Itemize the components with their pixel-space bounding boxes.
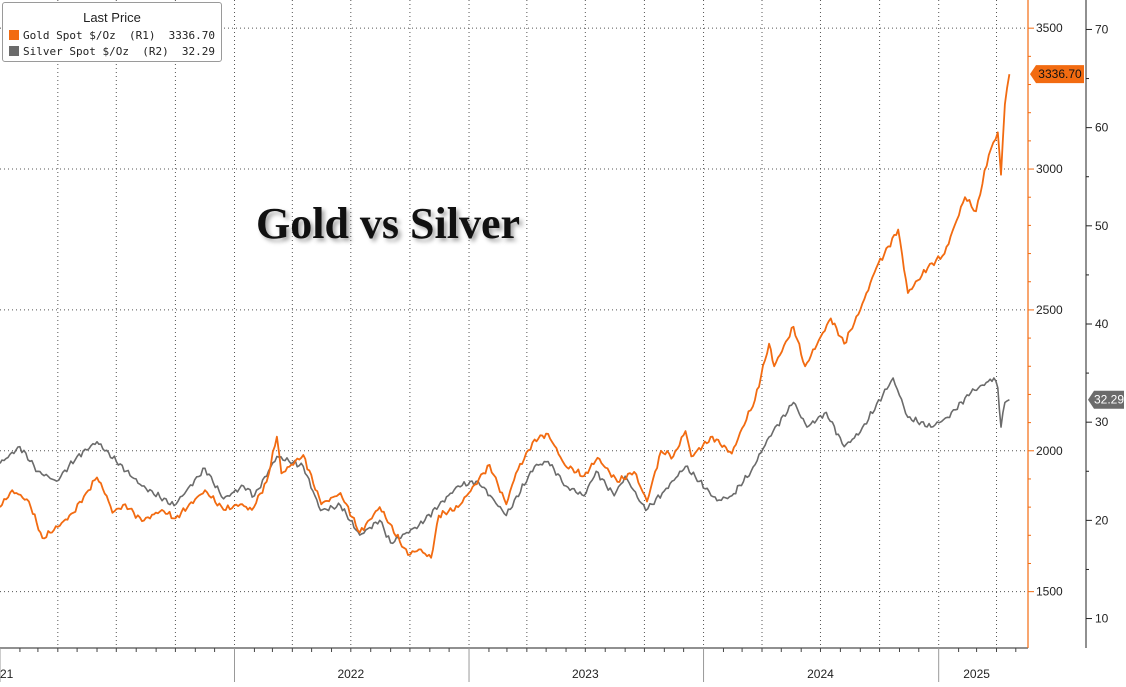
gold-axis-tick-label: 2500 xyxy=(1036,303,1063,317)
silver-axis-tick-label: 10 xyxy=(1095,612,1109,626)
x-tick-label: 2024 xyxy=(807,667,834,681)
gold-tag-label: 3336.70 xyxy=(1038,67,1082,81)
gold-axis-tick-label: 1500 xyxy=(1036,585,1063,599)
legend-item-silver: Silver Spot $/Oz (R2) 32.29 xyxy=(9,43,215,59)
gold-tag-shape xyxy=(1030,65,1084,84)
silver-axis: 10 20 30 40 50 60 70 xyxy=(1085,0,1109,648)
x-axis: 2021 2022 2023 2024 2025 xyxy=(0,647,1028,682)
silver-axis-tick-label: 50 xyxy=(1095,219,1109,233)
legend-header: Last Price xyxy=(83,10,141,25)
gold-axis-tick-label: 3500 xyxy=(1036,21,1063,35)
silver-tag-label: 32.29 xyxy=(1094,393,1124,407)
chart-title: Gold vs Silver xyxy=(256,199,521,248)
legend-value-gold: 3336.70 xyxy=(168,28,215,42)
silver-axis-tick-label: 20 xyxy=(1095,513,1109,527)
silver-axis-tick-label: 40 xyxy=(1095,317,1109,331)
x-tick-label: 2025 xyxy=(963,667,990,681)
x-tick-label: 2021 xyxy=(0,667,14,681)
silver-axis-tick-label: 70 xyxy=(1095,22,1109,36)
silver-axis-tick-label: 60 xyxy=(1095,121,1109,135)
legend-label-gold: Gold Spot $/Oz (R1) xyxy=(23,28,156,42)
silver-last-price-tag: 32.29 xyxy=(1088,390,1124,409)
silver-tag-shape xyxy=(1088,390,1124,409)
last-price-tags: 3336.70 32.29 xyxy=(1030,65,1124,409)
x-tick-label: 2023 xyxy=(572,667,599,681)
grid-layer xyxy=(0,0,1028,648)
gold-last-price-tag: 3336.70 xyxy=(1030,65,1084,84)
legend-swatch-gold xyxy=(9,30,19,40)
gold-axis-tick-label: 2000 xyxy=(1036,444,1063,458)
legend-value-silver: 32.29 xyxy=(181,44,215,58)
legend-swatch-silver xyxy=(9,46,19,56)
gold-axis: 1500 2000 2500 3000 3500 xyxy=(1027,0,1063,648)
legend: Last Price Gold Spot $/Oz (R1) 3336.70 S… xyxy=(2,2,222,62)
legend-item-gold: Gold Spot $/Oz (R1) 3336.70 xyxy=(9,27,215,43)
silver-axis-tick-label: 30 xyxy=(1095,415,1109,429)
gold-axis-tick-label: 3000 xyxy=(1036,162,1063,176)
series-line-gold xyxy=(0,74,1011,559)
series-layer xyxy=(0,74,1011,559)
x-tick-label: 2022 xyxy=(337,667,364,681)
legend-label-silver: Silver Spot $/Oz (R2) xyxy=(23,44,169,58)
series-line-silver xyxy=(0,377,1010,545)
